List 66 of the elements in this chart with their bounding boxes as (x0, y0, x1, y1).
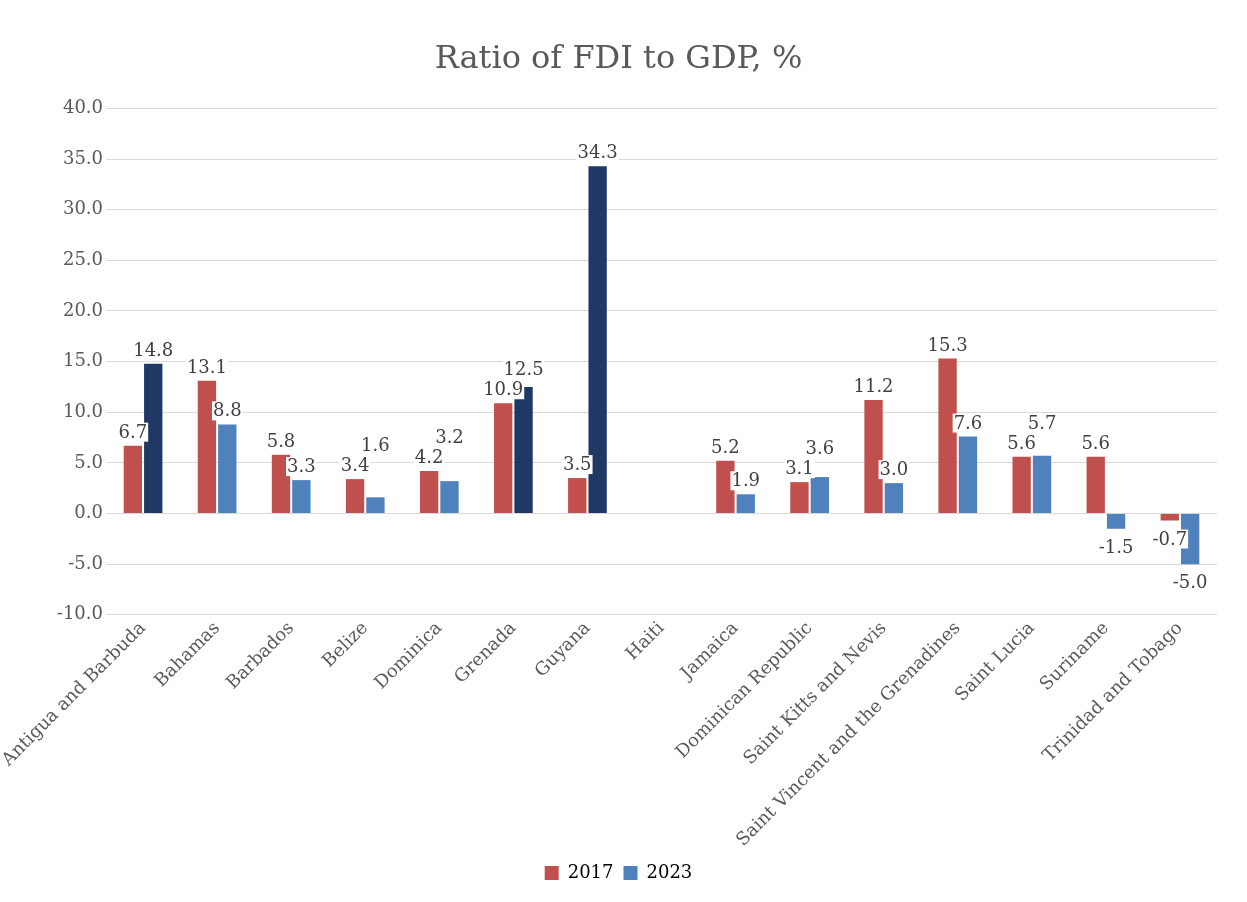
data-label: 3.1 (785, 457, 814, 479)
data-label: -0.7 (1152, 527, 1188, 549)
y-tick-label: 0.0 (74, 501, 104, 523)
bar (1106, 514, 1126, 529)
y-tick-label: 5.0 (74, 450, 104, 472)
data-label: 1.9 (731, 469, 761, 491)
y-tick-label: 25.0 (62, 248, 104, 269)
y-tick-label: 40.0 (62, 96, 104, 118)
bar (958, 436, 978, 514)
bar (1012, 456, 1031, 514)
y-tick-label: -10.0 (56, 602, 104, 624)
chart-title: Ratio of FDI to GDP, % (434, 37, 803, 76)
data-label: 5.6 (1007, 431, 1036, 453)
bar (292, 480, 311, 514)
bar (366, 497, 385, 514)
y-tick-label: 10.0 (62, 399, 104, 421)
legend-label: 2017 (567, 860, 614, 882)
bar (218, 424, 237, 514)
data-label: 3.6 (805, 437, 835, 459)
data-label: 7.6 (953, 411, 983, 433)
bar (716, 460, 735, 514)
bar (440, 481, 459, 514)
bar (938, 358, 957, 514)
y-tick-label: 30.0 (62, 197, 104, 219)
bar (345, 479, 365, 514)
data-label: 4.2 (414, 445, 444, 467)
bar (1086, 456, 1105, 514)
data-label: 3.4 (340, 454, 370, 476)
bar (810, 477, 829, 514)
data-label: 6.7 (118, 420, 148, 442)
bar (1032, 455, 1052, 514)
data-label: 5.8 (266, 429, 296, 451)
bar (144, 363, 163, 514)
y-tick-label: 15.0 (62, 349, 104, 371)
data-label: 3.2 (435, 425, 464, 447)
data-label: 3.5 (562, 453, 592, 475)
data-label: 10.9 (483, 378, 524, 400)
data-label: 5.7 (1027, 411, 1057, 433)
bar (588, 166, 607, 514)
data-label: 5.2 (711, 435, 740, 457)
data-label: 8.8 (212, 399, 242, 421)
data-label: -1.5 (1098, 535, 1134, 557)
y-tick-label: 20.0 (62, 298, 104, 320)
bar (1160, 514, 1179, 521)
data-label: 12.5 (503, 358, 544, 380)
data-label: 3.0 (879, 458, 909, 480)
data-label: 5.6 (1081, 431, 1111, 453)
bar (568, 478, 587, 514)
bar (790, 482, 809, 514)
legend-label: 2023 (646, 860, 693, 882)
bar (123, 445, 143, 514)
bar (494, 403, 513, 514)
data-label: 1.6 (361, 434, 390, 456)
bar (884, 483, 904, 514)
data-label: -5.0 (1172, 571, 1208, 593)
data-label: 3.3 (287, 455, 316, 477)
bar (736, 494, 755, 514)
data-label: 34.3 (577, 141, 618, 163)
data-label: 15.3 (927, 333, 968, 355)
data-label: 13.1 (186, 355, 227, 377)
data-label: 11.2 (853, 375, 894, 397)
y-tick-label: -5.0 (68, 551, 104, 573)
data-label: 14.8 (133, 338, 174, 360)
bar (419, 470, 439, 514)
bar (864, 400, 883, 514)
y-tick-label: 35.0 (62, 146, 104, 168)
